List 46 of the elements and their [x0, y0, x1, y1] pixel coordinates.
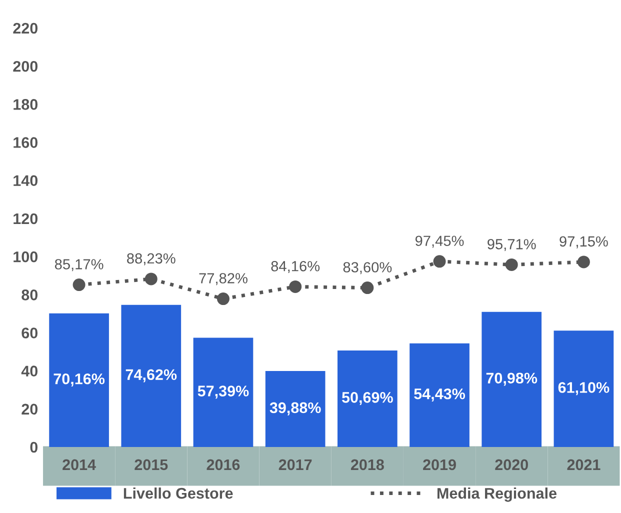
data-label: 39,88% — [270, 402, 321, 416]
data-label: 97,45% — [415, 236, 464, 248]
y-tick-label: 200 — [13, 60, 38, 72]
x-tick-label: 2017 — [278, 459, 312, 470]
data-label: 70,98% — [486, 372, 538, 386]
y-tick-label: 180 — [14, 99, 38, 110]
legend-label: Media Regionale — [438, 488, 557, 502]
y-tick-label: 60 — [22, 328, 38, 338]
data-label: 57,39% — [198, 386, 249, 399]
data-label: 50,69% — [342, 392, 393, 406]
y-tick-label: 80 — [22, 290, 38, 300]
y-tick-label: 20 — [22, 404, 38, 415]
point — [144, 272, 158, 286]
point — [216, 292, 230, 306]
y-tick-label: 160 — [14, 137, 38, 148]
y-tick-label: 120 — [14, 213, 38, 224]
data-label: 83,60% — [343, 262, 392, 274]
x-tick-label: 2016 — [206, 459, 240, 470]
y-tick-label: 100 — [14, 251, 38, 262]
point — [289, 280, 302, 293]
data-label: 88,23% — [127, 253, 176, 266]
data-label: 54,43% — [414, 388, 466, 402]
y-tick-label: 40 — [21, 366, 38, 377]
x-tick-label: 2018 — [350, 459, 384, 470]
x-tick-label: 2021 — [567, 459, 600, 470]
point — [72, 278, 86, 292]
legend-label: Livello Gestore — [124, 488, 233, 499]
x-tick-label: 2014 — [62, 459, 96, 470]
data-label: 74,62% — [126, 369, 177, 382]
point — [361, 282, 374, 294]
data-label: 97,15% — [560, 236, 608, 248]
data-label: 77,82% — [199, 273, 248, 286]
data-label: 70,16% — [54, 373, 105, 387]
x-tick-label: 2020 — [495, 459, 528, 470]
y-tick-label: 220 — [13, 22, 38, 34]
data-label: 85,17% — [54, 259, 104, 272]
point — [505, 258, 518, 271]
x-tick-label: 2015 — [134, 459, 168, 470]
x-tick-label: 2019 — [423, 459, 456, 470]
data-label: 61,10% — [558, 382, 610, 396]
y-tick-label: 0 — [30, 442, 38, 453]
data-label: 95,71% — [488, 239, 536, 252]
y-tick-label: 140 — [14, 175, 38, 186]
point — [433, 255, 446, 268]
point — [577, 256, 590, 268]
data-label: 84,16% — [271, 261, 320, 274]
